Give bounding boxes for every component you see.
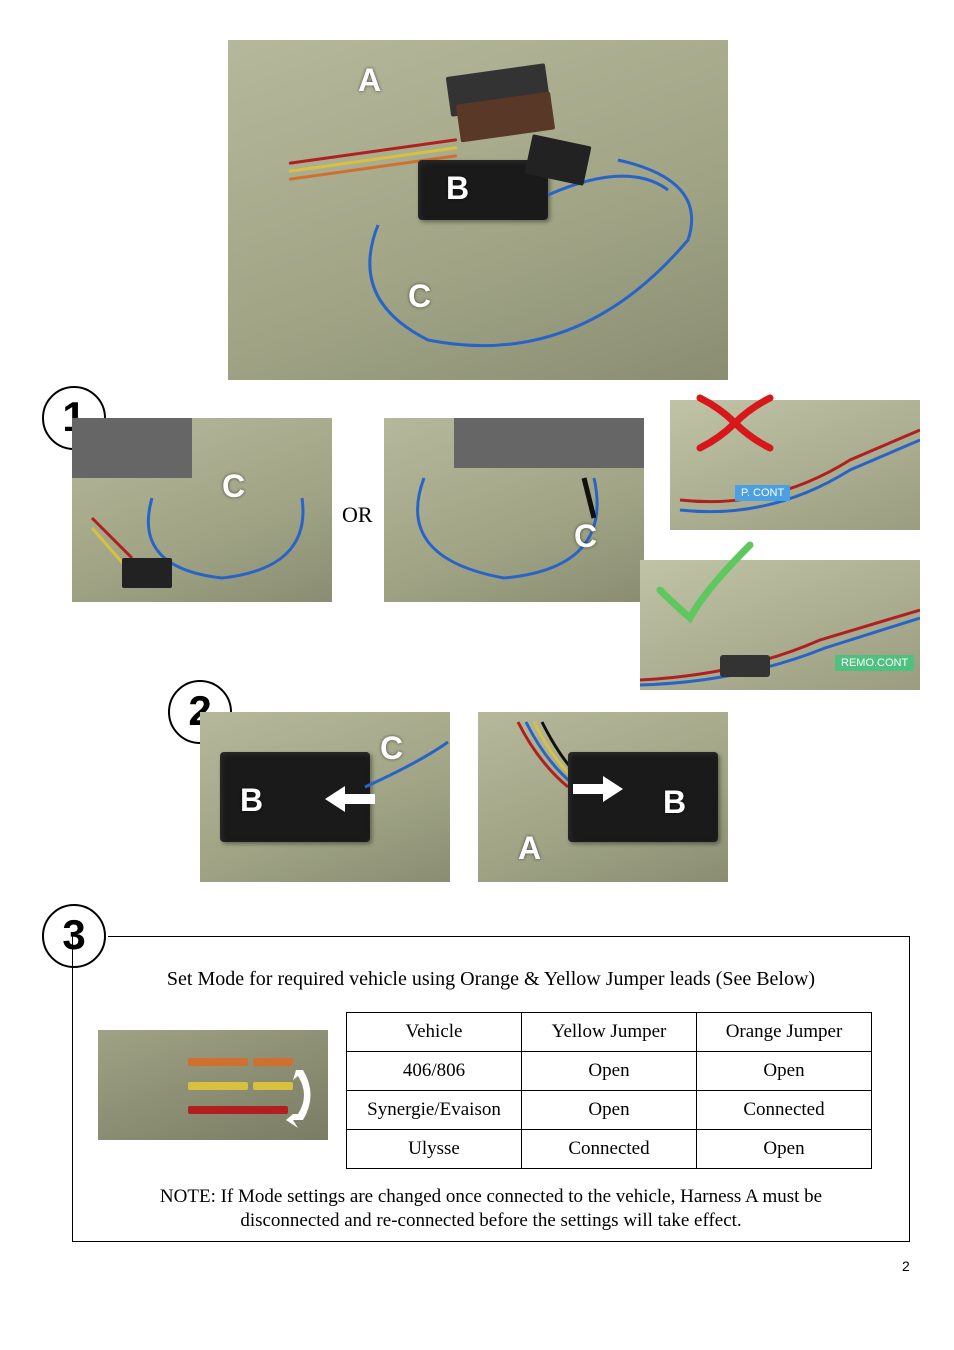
top-photo: A B C [228,40,728,380]
step2-photo-left: B C [200,712,450,882]
cell: Connected [697,1091,872,1130]
cell: Synergie/Evaison [347,1091,522,1130]
label-c-2l: C [380,730,403,767]
table-row: Synergie/Evaison Open Connected [347,1091,872,1130]
label-b-2l: B [240,782,263,819]
check-icon [650,540,760,630]
cell: 406/806 [347,1052,522,1091]
cell: Open [522,1052,697,1091]
cell: Connected [522,1130,697,1169]
jumper-orange [188,1058,248,1066]
conn-left1 [122,558,172,588]
cross-icon [690,388,780,458]
or-text: OR [342,502,373,528]
table-row: 406/806 Open Open [347,1052,872,1091]
pcont-sticker: P. CONT [735,485,790,501]
jumper-arrow-icon [248,1070,318,1130]
col-orange: Orange Jumper [697,1013,872,1052]
wire-c-loop1 [72,418,332,602]
wire-blue-c [228,40,728,380]
step1-photo-mid: C [384,418,644,602]
cell: Ulysse [347,1130,522,1169]
col-vehicle: Vehicle [347,1013,522,1052]
cell: Open [697,1052,872,1091]
jumper-table: Vehicle Yellow Jumper Orange Jumper 406/… [346,1012,872,1169]
table-row: Ulysse Connected Open [347,1130,872,1169]
step2-photo-right: A B [478,712,728,882]
label-a-2r: A [518,830,541,867]
arrow-in-icon [325,784,375,814]
remocont-sticker: REMO.CONT [835,655,914,671]
label-b-2r: B [663,784,686,821]
table-header-row: Vehicle Yellow Jumper Orange Jumper [347,1013,872,1052]
jumper-photo [98,1030,328,1140]
jumper-yellow [188,1082,248,1090]
label-a-top: A [358,62,381,99]
page-number: 2 [902,1258,910,1274]
step1-photo-left: C [72,418,332,602]
splice [720,655,770,677]
col-yellow: Yellow Jumper [522,1013,697,1052]
wire-c-loop2 [384,418,644,602]
label-b-top: B [446,170,469,207]
arrow-in2-icon [573,774,623,804]
label-c-1m: C [574,518,597,555]
jumper-orange2 [253,1058,293,1066]
note-line1: NOTE: If Mode settings are changed once … [72,1186,910,1208]
label-c-top: C [408,278,431,315]
section3-title: Set Mode for required vehicle using Oran… [72,968,910,991]
note-line2: disconnected and re-connected before the… [72,1210,910,1232]
cell: Open [522,1091,697,1130]
label-c-1l: C [222,468,245,505]
cell: Open [697,1130,872,1169]
